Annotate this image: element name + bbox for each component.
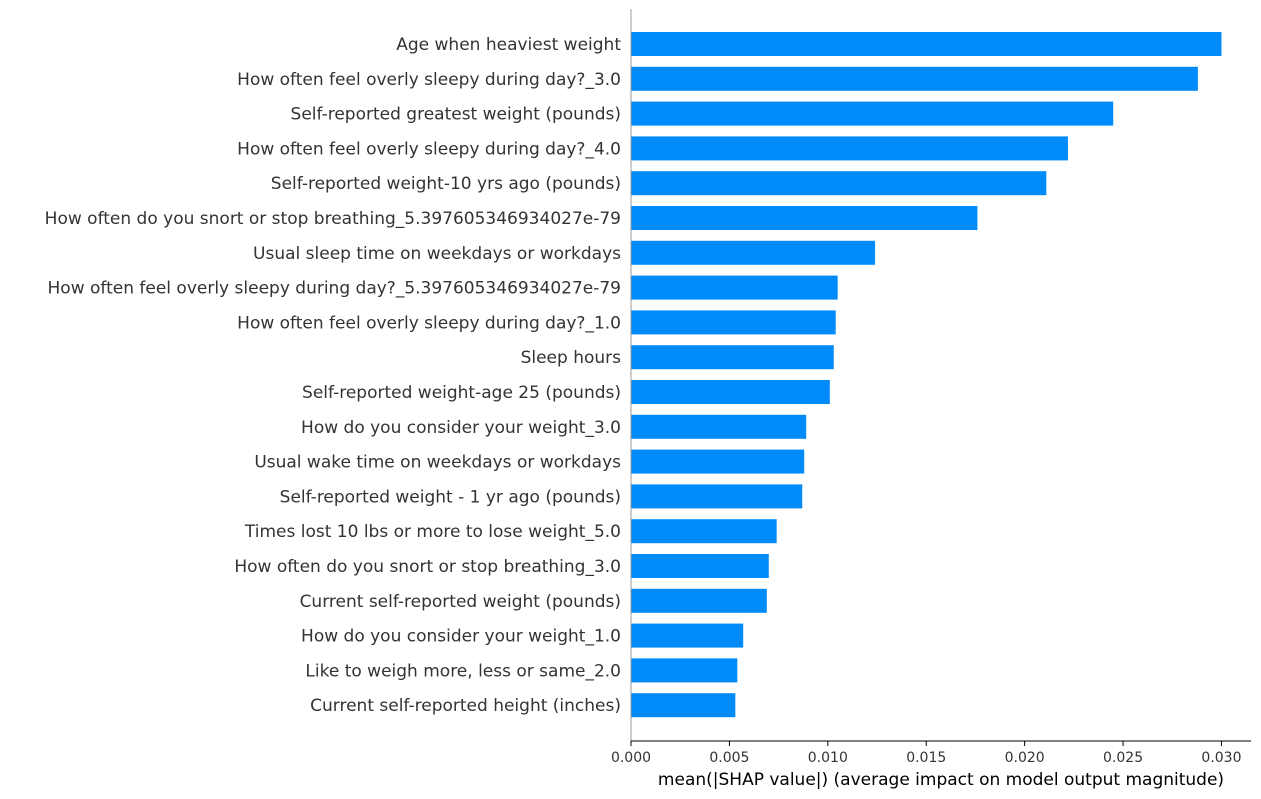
x-tick-label-1: 0.005	[709, 750, 749, 766]
bar-5	[631, 206, 978, 230]
bar-6	[631, 240, 876, 265]
bar-7	[631, 275, 838, 300]
bar-19	[631, 693, 736, 718]
bar-18	[631, 658, 738, 683]
x-tick-label-4: 0.020	[1005, 750, 1045, 766]
bars-group	[631, 32, 1222, 718]
y-label-10: Self-reported weight-age 25 (pounds)	[302, 383, 621, 403]
x-tick-label-6: 0.030	[1201, 750, 1241, 766]
bar-17	[631, 623, 744, 648]
bar-3	[631, 136, 1068, 161]
bar-1	[631, 66, 1198, 91]
x-axis-label: mean(|SHAP value|) (average impact on mo…	[658, 770, 1224, 790]
y-label-5: How often do you snort or stop breathing…	[45, 209, 621, 229]
bar-9	[631, 345, 834, 370]
bar-12	[631, 449, 805, 474]
y-label-11: How do you consider your weight_3.0	[301, 418, 621, 438]
y-label-1: How often feel overly sleepy during day?…	[237, 70, 621, 90]
y-label-0: Age when heaviest weight	[396, 35, 621, 55]
y-label-8: How often feel overly sleepy during day?…	[237, 313, 621, 333]
bar-16	[631, 588, 767, 613]
y-label-14: Times lost 10 lbs or more to lose weight…	[244, 522, 621, 542]
bar-8	[631, 310, 836, 335]
y-label-17: How do you consider your weight_1.0	[301, 627, 621, 647]
y-label-19: Current self-reported height (inches)	[310, 696, 621, 716]
y-label-7: How often feel overly sleepy during day?…	[48, 279, 621, 299]
x-ticks-group: 0.000 0.005 0.010 0.015 0.020 0.025 0.030	[611, 741, 1242, 766]
bar-15	[631, 554, 769, 578]
y-labels-group: Age when heaviest weight How often feel o…	[45, 35, 622, 716]
x-tick-label-5: 0.025	[1103, 750, 1143, 766]
y-label-2: Self-reported greatest weight (pounds)	[291, 105, 621, 125]
bar-0	[631, 32, 1222, 56]
bar-13	[631, 484, 803, 509]
bar-11	[631, 414, 807, 439]
y-label-12: Usual wake time on weekdays or workdays	[254, 453, 621, 473]
x-tick-label-0: 0.000	[611, 750, 651, 766]
x-tick-label-3: 0.015	[906, 750, 946, 766]
y-label-6: Usual sleep time on weekdays or workdays	[253, 244, 621, 264]
y-label-16: Current self-reported weight (pounds)	[300, 592, 621, 612]
y-label-15: How often do you snort or stop breathing…	[234, 557, 621, 577]
bar-10	[631, 380, 830, 404]
bar-2	[631, 101, 1114, 126]
bar-14	[631, 519, 777, 544]
y-label-13: Self-reported weight - 1 yr ago (pounds)	[280, 487, 621, 507]
bar-4	[631, 171, 1047, 196]
y-label-3: How often feel overly sleepy during day?…	[237, 139, 621, 159]
y-label-4: Self-reported weight-10 yrs ago (pounds)	[271, 174, 621, 194]
y-label-18: Like to weigh more, less or same_2.0	[305, 661, 621, 681]
x-tick-label-2: 0.010	[808, 750, 848, 766]
y-label-9: Sleep hours	[521, 348, 622, 368]
